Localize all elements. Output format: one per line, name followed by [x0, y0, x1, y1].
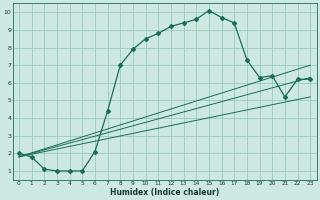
X-axis label: Humidex (Indice chaleur): Humidex (Indice chaleur) [110, 188, 219, 197]
